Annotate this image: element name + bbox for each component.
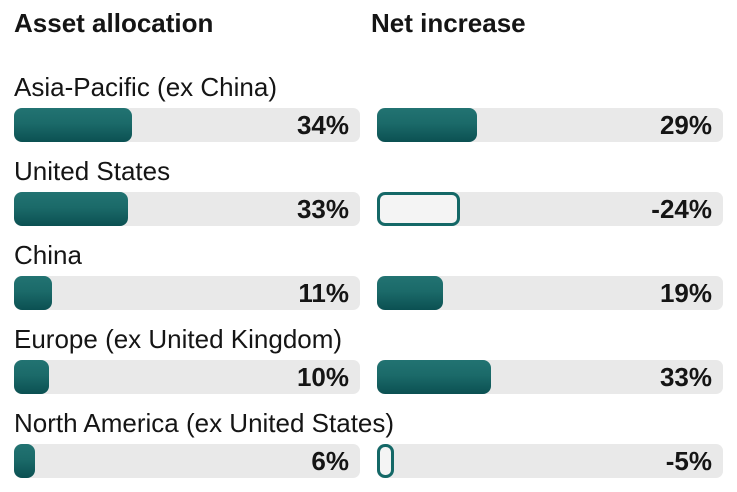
row-china: China 11% 19% [14,238,723,310]
net-increase-track: 29% [377,108,723,142]
category-label: Europe (ex United Kingdom) [14,324,343,354]
category-label: Asia-Pacific (ex China) [14,72,277,102]
net-increase-bar [377,108,478,142]
asset-allocation-value: 10% [296,361,349,392]
asset-allocation-track: 6% [14,444,360,478]
row-united-states: United States 33% -24% [14,154,723,226]
category-label: China [14,240,82,270]
net-increase-track: -5% [377,444,723,478]
net-increase-track: 19% [377,276,723,310]
bar-pair: 34% 29% [14,108,723,142]
net-increase-bar [377,276,443,310]
asset-allocation-value: 33% [296,193,349,224]
net-increase-bar [377,444,395,478]
asset-allocation-track: 10% [14,360,360,394]
asset-allocation-bar [14,360,49,394]
header-net-increase: Net increase [371,8,526,38]
asset-allocation-bar [14,192,129,226]
net-increase-value: 33% [659,361,712,392]
net-increase-bar [377,192,461,226]
asset-allocation-bar [14,444,35,478]
net-increase-value: -24% [651,193,712,224]
asset-allocation-value: 34% [296,109,349,140]
row-asia-pacific: Asia-Pacific (ex China) 34% 29% [14,70,723,142]
net-increase-value: 19% [659,277,712,308]
net-increase-value: 29% [659,109,712,140]
asset-allocation-track: 34% [14,108,360,142]
bar-pair: 6% -5% [14,444,723,478]
category-label: North America (ex United States) [14,408,395,438]
asset-allocation-bar [14,276,53,310]
asset-allocation-track: 33% [14,192,360,226]
net-increase-value: -5% [665,445,712,476]
asset-allocation-track: 11% [14,276,360,310]
bar-pair: 11% 19% [14,276,723,310]
row-europe: Europe (ex United Kingdom) 10% 33% [14,322,723,394]
row-north-america: North America (ex United States) 6% -5% [14,406,723,478]
asset-allocation-bar [14,108,132,142]
bar-pair: 10% 33% [14,360,723,394]
category-label: United States [14,156,171,186]
header-asset-allocation: Asset allocation [14,8,214,38]
net-increase-track: -24% [377,192,723,226]
column-headers: Asset allocation Net increase [14,6,723,40]
asset-allocation-value: 6% [311,445,349,476]
net-increase-track: 33% [377,360,723,394]
net-increase-bar [377,360,492,394]
asset-allocation-value: 11% [298,277,349,308]
bar-pair: 33% -24% [14,192,723,226]
